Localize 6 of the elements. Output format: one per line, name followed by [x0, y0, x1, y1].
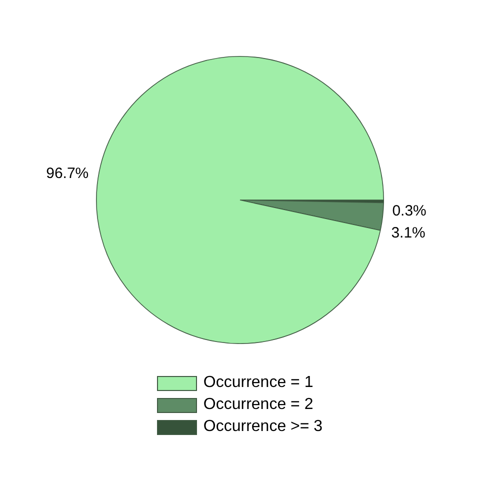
legend-label: Occurrence >= 3: [203, 418, 323, 436]
legend-label: Occurrence = 1: [203, 374, 314, 392]
data-label: 3.1%: [391, 224, 426, 242]
data-label: 96.7%: [46, 164, 89, 182]
data-label: 0.3%: [392, 202, 426, 220]
legend-label: Occurrence = 2: [203, 396, 314, 414]
